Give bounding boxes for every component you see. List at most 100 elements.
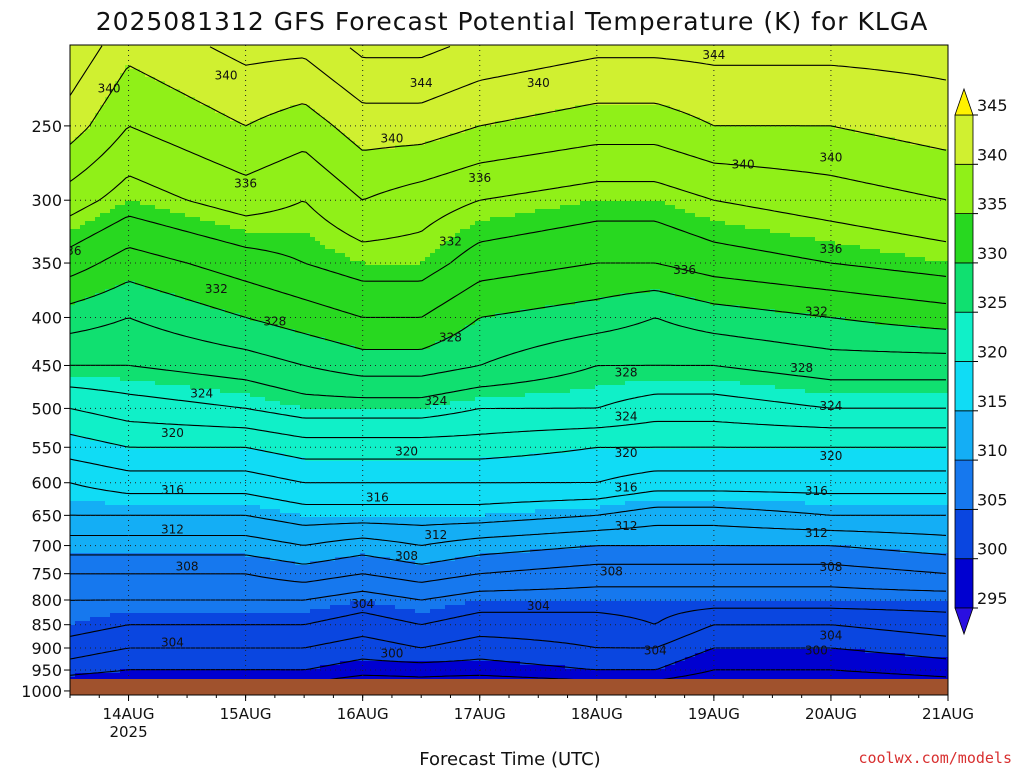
field-cell — [85, 457, 91, 462]
field-cell — [170, 581, 176, 586]
field-cell — [115, 337, 121, 342]
field-cell — [205, 333, 211, 338]
field-cell — [100, 177, 106, 182]
field-cell — [200, 253, 206, 258]
field-cell — [95, 633, 101, 638]
field-cell — [130, 113, 136, 118]
field-cell — [110, 393, 116, 398]
field-cell — [210, 569, 216, 574]
field-cell — [120, 169, 126, 174]
field-cell — [130, 357, 136, 362]
field-cell — [85, 529, 91, 534]
field-cell — [145, 433, 151, 438]
field-cell — [135, 137, 141, 142]
field-cell — [95, 173, 101, 178]
field-cell — [150, 65, 156, 70]
field-cell — [105, 265, 111, 270]
field-cell — [205, 465, 211, 470]
field-cell — [215, 133, 221, 138]
field-cell — [85, 645, 91, 650]
field-cell — [120, 457, 126, 462]
field-cell — [85, 145, 91, 150]
field-cell — [130, 637, 136, 642]
field-cell — [140, 85, 146, 90]
field-cell — [105, 549, 111, 554]
field-cell — [180, 245, 186, 250]
field-cell — [80, 525, 86, 530]
field-cell — [185, 653, 191, 658]
field-cell — [105, 565, 111, 570]
field-cell — [220, 277, 226, 282]
field-cell — [130, 293, 136, 298]
field-cell — [185, 381, 191, 386]
field-cell — [110, 381, 116, 386]
field-cell — [75, 397, 81, 402]
field-cell — [140, 657, 146, 662]
field-cell — [110, 633, 116, 638]
field-cell — [70, 417, 76, 422]
field-cell — [215, 637, 221, 642]
field-cell — [105, 241, 111, 246]
field-cell — [215, 245, 221, 250]
field-cell — [140, 253, 146, 258]
field-cell — [130, 233, 136, 238]
field-cell — [120, 377, 126, 382]
field-cell — [80, 305, 86, 310]
field-cell — [160, 333, 166, 338]
field-cell — [125, 509, 131, 514]
field-cell — [155, 473, 161, 478]
field-cell — [140, 577, 146, 582]
field-cell — [190, 89, 196, 94]
field-cell — [135, 289, 141, 294]
field-cell — [205, 501, 211, 506]
field-cell — [95, 349, 101, 354]
field-cell — [95, 97, 101, 102]
field-cell — [145, 409, 151, 414]
field-cell — [155, 197, 161, 202]
field-cell — [135, 237, 141, 242]
field-cell — [150, 193, 156, 198]
field-cell — [95, 537, 101, 542]
field-cell — [165, 601, 171, 606]
field-cell — [135, 57, 141, 62]
field-cell — [80, 277, 86, 282]
field-cell — [75, 477, 81, 482]
field-cell — [160, 389, 166, 394]
field-cell — [115, 369, 121, 374]
field-cell — [90, 333, 96, 338]
field-cell — [110, 589, 116, 594]
field-cell — [135, 597, 141, 602]
field-cell — [85, 53, 91, 58]
field-cell — [80, 197, 86, 202]
field-cell — [215, 561, 221, 566]
field-cell — [185, 489, 191, 494]
field-cell — [80, 569, 86, 574]
field-cell — [150, 197, 156, 202]
field-cell — [180, 649, 186, 654]
field-cell — [155, 217, 161, 222]
field-cell — [220, 389, 226, 394]
field-cell — [215, 153, 221, 158]
field-cell — [190, 137, 196, 142]
field-cell — [135, 577, 141, 582]
field-cell — [95, 321, 101, 326]
field-cell — [160, 229, 166, 234]
field-cell — [155, 301, 161, 306]
field-cell — [195, 221, 201, 226]
field-cell — [125, 141, 131, 146]
field-cell — [140, 269, 146, 274]
field-cell — [90, 337, 96, 342]
field-cell — [125, 309, 131, 314]
field-cell — [140, 661, 146, 666]
field-cell — [105, 69, 111, 74]
field-cell — [165, 165, 171, 170]
field-cell — [135, 169, 141, 174]
field-cell — [140, 209, 146, 214]
field-cell — [80, 353, 86, 358]
field-cell — [75, 189, 81, 194]
field-cell — [80, 285, 86, 290]
field-cell — [105, 661, 111, 666]
field-cell — [220, 337, 226, 342]
field-cell — [140, 509, 146, 514]
field-cell — [135, 509, 141, 514]
